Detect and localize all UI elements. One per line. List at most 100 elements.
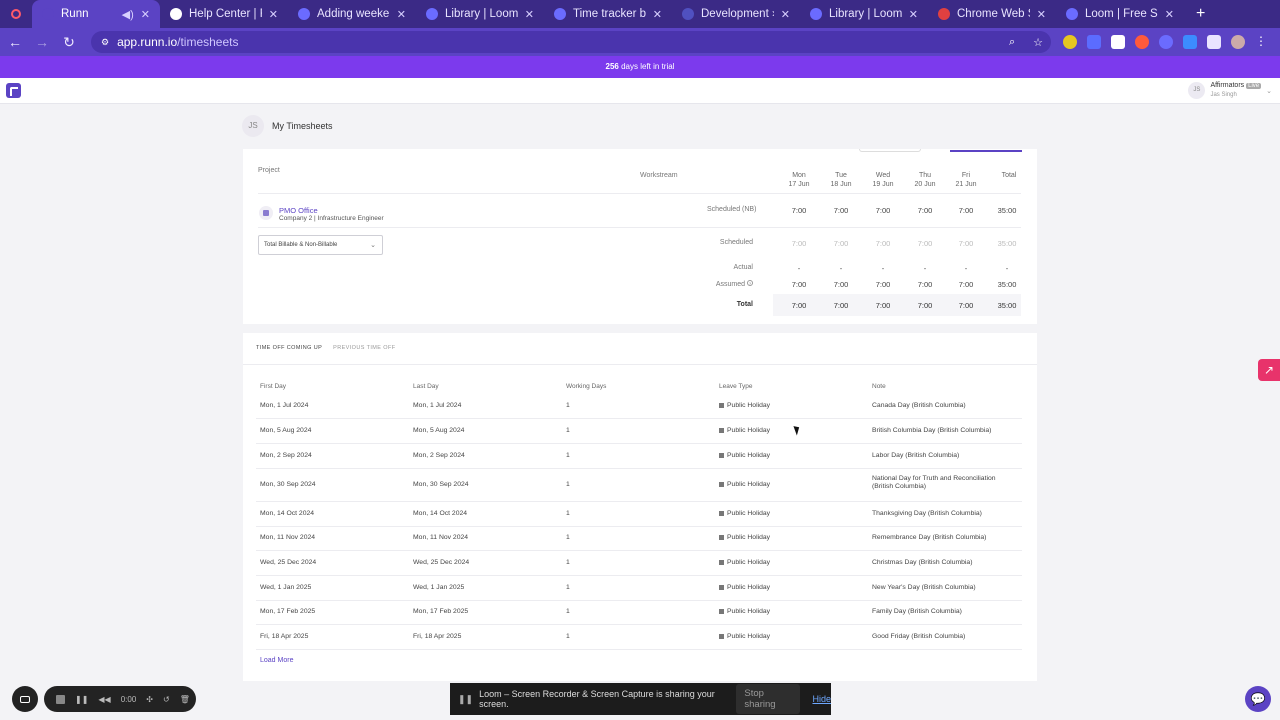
table-cell: 1 — [566, 481, 570, 488]
close-tab-icon[interactable]: ✕ — [268, 8, 278, 21]
project-hours-cell[interactable]: 35:00 — [997, 206, 1017, 215]
hide-button[interactable]: Hide — [812, 694, 831, 704]
extension-icon-6[interactable] — [1183, 35, 1197, 49]
close-tab-icon[interactable]: ✕ — [652, 8, 662, 21]
table-cell: Mon, 11 Nov 2024 — [260, 534, 316, 541]
browser-tab[interactable]: Library | Loom ✕ — [416, 0, 544, 28]
browser-tab[interactable]: Help Center | Runn ✕ — [160, 0, 288, 28]
day-date: 18 Jun — [830, 181, 852, 188]
forward-icon[interactable]: → — [35, 34, 49, 50]
leave-type-icon — [719, 585, 724, 590]
bookmark-star-icon[interactable]: ☆ — [1033, 36, 1043, 49]
week-nav-button[interactable] — [859, 149, 921, 152]
page-title-area: JS My Timesheets — [242, 115, 333, 137]
runn-logo[interactable] — [6, 83, 21, 98]
table-cell: 1 — [566, 402, 570, 409]
extension-icon-2[interactable] — [1087, 35, 1101, 49]
address-bar[interactable]: ⚙ app.runn.io/timesheets ⌕ ☆ — [91, 31, 1051, 53]
leave-type-label: Public Holiday — [727, 584, 771, 591]
tab-favicon-icon — [1066, 8, 1078, 20]
summary-hours-cell: - — [923, 264, 927, 273]
close-tab-icon[interactable]: ✕ — [780, 8, 790, 21]
tab-previous-time-off[interactable]: PREVIOUS TIME OFF — [333, 345, 396, 351]
week-tab-active[interactable] — [950, 149, 1022, 152]
extension-icon-4[interactable] — [1135, 35, 1149, 49]
browser-menu-icon[interactable]: ⋮ — [1255, 34, 1267, 48]
load-more-link[interactable]: Load More — [260, 657, 294, 664]
table-row: Fri, 18 Apr 2025 Fri, 18 Apr 2025 1 Public … — [256, 625, 1022, 650]
project-name[interactable]: PMO Office — [279, 206, 318, 215]
project-hours-cell[interactable]: 7:00 — [875, 206, 891, 215]
leave-type-cell: Public Holiday — [719, 633, 770, 640]
project-hours-cell[interactable]: 7:00 — [917, 206, 933, 215]
close-tab-icon[interactable]: ✕ — [908, 8, 918, 21]
leave-type-label: Public Holiday — [727, 633, 771, 640]
browser-tab[interactable]: Library | Loom ✕ — [800, 0, 928, 28]
close-tab-icon[interactable]: ✕ — [140, 8, 150, 21]
site-info-icon[interactable]: ⚙ — [101, 36, 110, 47]
column-header: Leave Type — [719, 383, 753, 390]
user-name: Jas Singh — [1210, 92, 1237, 98]
browser-tab[interactable]: Development › All iss ✕ — [672, 0, 800, 28]
user-menu[interactable]: JS Affirmators Live Jas Singh ⌄ — [1188, 81, 1272, 100]
restart-icon[interactable]: ↺ — [163, 694, 170, 704]
close-tab-icon[interactable]: ✕ — [524, 8, 534, 21]
extension-icon-5[interactable] — [1159, 35, 1173, 49]
tab-favicon-icon — [682, 8, 694, 20]
day-column-header: Mon 17 Jun — [779, 171, 819, 189]
chevron-down-icon: ⌄ — [1266, 87, 1272, 95]
table-cell: Mon, 2 Sep 2024 — [413, 452, 465, 459]
close-tab-icon[interactable]: ✕ — [1036, 8, 1046, 21]
project-hours-cell[interactable]: 7:00 — [833, 206, 849, 215]
leave-type-label: Public Holiday — [727, 452, 771, 459]
table-cell: Christmas Day (British Columbia) — [872, 559, 973, 566]
trial-banner: 256 days left in trial — [0, 56, 1280, 78]
close-tab-icon[interactable]: ✕ — [396, 8, 406, 21]
zoom-icon[interactable]: ⌕ — [1008, 35, 1016, 48]
browser-tab[interactable]: Adding weekend actu ✕ — [288, 0, 416, 28]
recording-icon[interactable] — [0, 0, 32, 28]
info-icon[interactable]: ? — [747, 280, 753, 286]
extension-icon-1[interactable] — [1063, 35, 1077, 49]
extension-icon-3[interactable] — [1111, 35, 1125, 49]
live-badge: Live — [1246, 83, 1262, 89]
browser-tab[interactable]: Runn ◀) ✕ — [32, 0, 160, 28]
summary-hours-cell: - — [964, 264, 968, 273]
billable-filter-select[interactable]: Total Billable & Non-Billable ⌄ — [258, 235, 383, 255]
project-hours-cell[interactable]: 7:00 — [791, 206, 807, 215]
table-cell: Wed, 25 Dec 2024 — [260, 559, 317, 566]
chat-help-icon[interactable]: 💬 — [1245, 686, 1271, 712]
summary-hours-cell: 35:00 — [997, 239, 1017, 248]
browser-tab[interactable]: Time tracker bug ✕ — [544, 0, 672, 28]
delete-icon[interactable]: 🗑 — [179, 694, 190, 704]
summary-hours-cell: 7:00 — [833, 301, 849, 310]
close-tab-icon[interactable]: ✕ — [1164, 8, 1174, 21]
browser-tab[interactable]: Loom | Free Screen & ✕ — [1056, 0, 1184, 28]
rewind-icon[interactable]: ◀◀ — [98, 694, 111, 704]
account-name: Affirmators — [1210, 82, 1245, 89]
drag-handle-icon[interactable]: ✣ — [146, 694, 153, 704]
summary-hours-cell: - — [839, 264, 843, 273]
reload-icon[interactable]: ↻ — [63, 33, 75, 50]
project-hours-cell[interactable]: 7:00 — [958, 206, 974, 215]
extensions-puzzle-icon[interactable] — [1207, 35, 1221, 49]
stop-sharing-button[interactable]: Stop sharing — [736, 684, 801, 714]
new-tab-button[interactable]: + — [1196, 5, 1206, 22]
pause-icon[interactable]: ❚❚ — [75, 694, 89, 704]
browser-tab[interactable]: Chrome Web Store - ✕ — [928, 0, 1056, 28]
tab-time-off-coming-up[interactable]: TIME OFF COMING UP — [256, 345, 323, 365]
tab-favicon-icon — [810, 8, 822, 20]
summary-hours-cell: 7:00 — [958, 280, 974, 289]
profile-avatar[interactable] — [1231, 35, 1245, 49]
back-icon[interactable]: ← — [8, 34, 22, 50]
speaker-icon[interactable]: ◀) — [121, 8, 134, 21]
leave-type-icon — [719, 482, 724, 487]
summary-hours-cell: 7:00 — [875, 239, 891, 248]
table-cell: Thanksgiving Day (British Columbia) — [872, 510, 982, 517]
recording-timer: 0:00 — [120, 694, 137, 704]
side-widget-button[interactable]: ↗ — [1258, 359, 1280, 381]
table-cell: Mon, 30 Sep 2024 — [413, 481, 469, 488]
stop-icon[interactable] — [56, 694, 65, 704]
camera-icon[interactable] — [12, 686, 38, 712]
table-cell: New Year's Day (British Columbia) — [872, 584, 976, 591]
